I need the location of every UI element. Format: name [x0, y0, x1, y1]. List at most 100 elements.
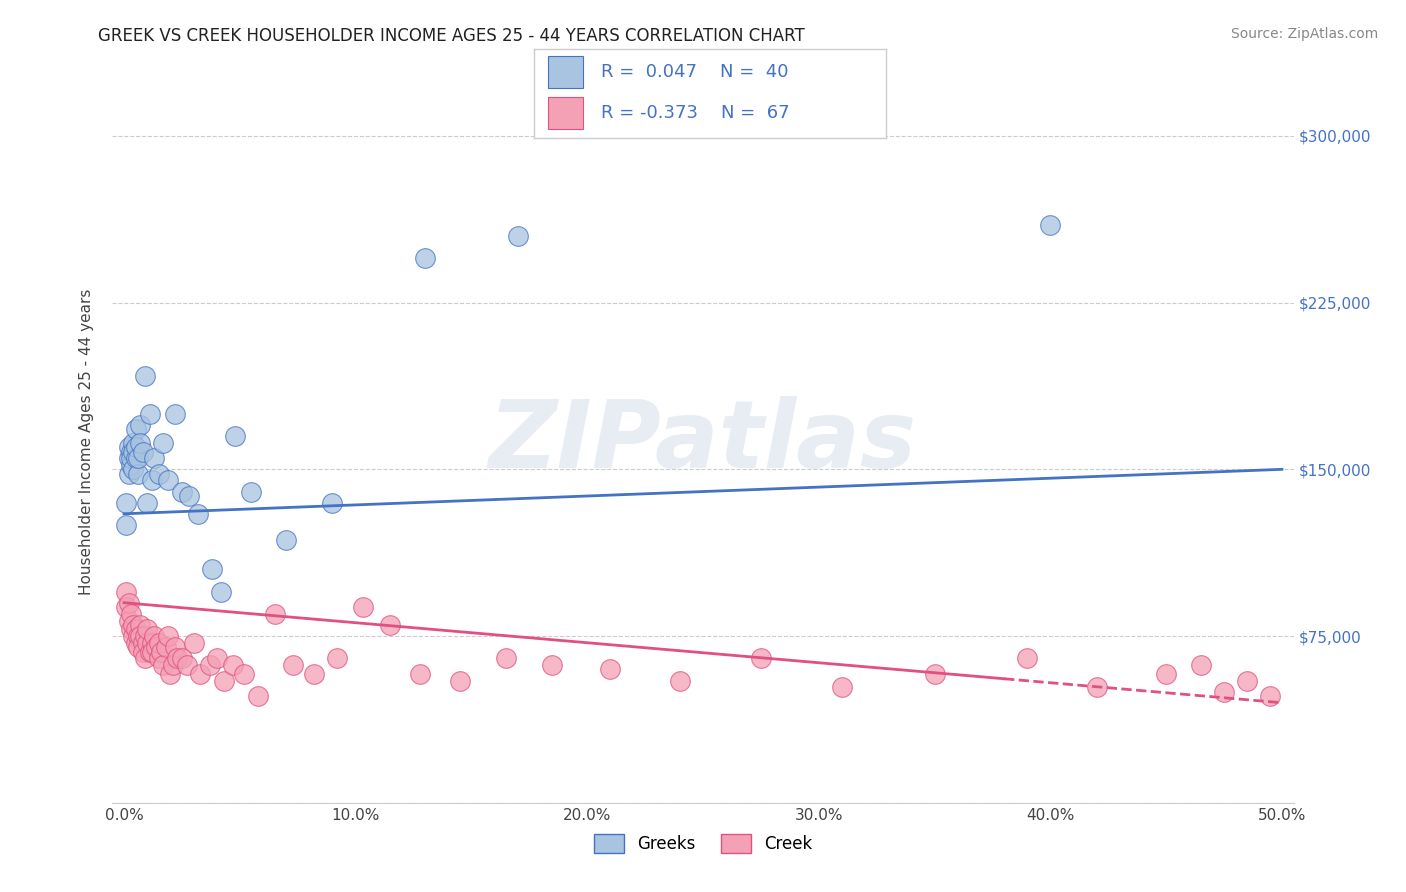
Point: [321, 496, 343, 510]
Point: [129, 435, 152, 450]
Point: [413, 251, 436, 265]
Point: [122, 629, 145, 643]
Point: [148, 651, 170, 665]
Point: [129, 618, 152, 632]
Point: [115, 517, 138, 532]
Point: [157, 474, 180, 488]
Point: [127, 640, 149, 655]
Point: [599, 662, 621, 676]
Point: [118, 440, 141, 454]
Point: [1017, 651, 1039, 665]
Point: [131, 636, 153, 650]
Point: [131, 645, 153, 659]
Point: [143, 451, 166, 466]
Point: [131, 444, 153, 458]
Text: R =  0.047    N =  40: R = 0.047 N = 40: [602, 63, 789, 81]
Point: [129, 629, 152, 643]
Point: [380, 618, 402, 632]
Legend: Greeks, Creek: Greeks, Creek: [588, 827, 818, 860]
Point: [122, 462, 145, 476]
Point: [749, 651, 772, 665]
Point: [155, 640, 177, 655]
Point: [150, 645, 173, 659]
Bar: [548, 97, 583, 129]
Point: [326, 651, 349, 665]
Point: [120, 444, 142, 458]
Point: [138, 407, 160, 421]
Point: [118, 596, 141, 610]
Point: [1213, 684, 1236, 698]
Point: [276, 533, 298, 548]
Point: [1260, 689, 1282, 703]
Point: [163, 407, 186, 421]
Text: GREEK VS CREEK HOUSEHOLDER INCOME AGES 25 - 44 YEARS CORRELATION CHART: GREEK VS CREEK HOUSEHOLDER INCOME AGES 2…: [98, 27, 806, 45]
Point: [152, 657, 174, 672]
Point: [449, 673, 471, 688]
Point: [120, 451, 142, 466]
Point: [145, 640, 167, 655]
Y-axis label: Householder Income Ages 25 - 44 years: Householder Income Ages 25 - 44 years: [79, 288, 94, 595]
Point: [136, 623, 159, 637]
Point: [127, 629, 149, 643]
Point: [138, 645, 160, 659]
Point: [120, 623, 142, 637]
Point: [1085, 680, 1108, 694]
Point: [263, 607, 285, 621]
Point: [136, 496, 159, 510]
Point: [157, 629, 180, 643]
Point: [240, 484, 263, 499]
Point: [1039, 218, 1062, 232]
Point: [163, 640, 186, 655]
Point: [136, 636, 159, 650]
Point: [148, 467, 170, 481]
Point: [1189, 657, 1212, 672]
Point: [120, 458, 142, 472]
Point: [124, 440, 146, 454]
Point: [831, 680, 853, 694]
Point: [127, 451, 149, 466]
Point: [122, 618, 145, 632]
Point: [152, 435, 174, 450]
Point: [233, 666, 256, 681]
Point: [198, 657, 221, 672]
Point: [224, 429, 246, 443]
Point: [115, 600, 138, 615]
Point: [187, 507, 209, 521]
Point: [141, 636, 163, 650]
Point: [162, 657, 184, 672]
Point: [212, 673, 235, 688]
Point: [302, 666, 325, 681]
Point: [124, 451, 146, 466]
Point: [118, 614, 141, 628]
Point: [159, 666, 181, 681]
Point: [134, 368, 156, 383]
Point: [541, 657, 564, 672]
Point: [170, 484, 193, 499]
Point: [127, 467, 149, 481]
Text: ZIPatlas: ZIPatlas: [489, 395, 917, 488]
Point: [134, 651, 156, 665]
Point: [247, 689, 270, 703]
Point: [205, 651, 228, 665]
Point: [183, 636, 205, 650]
Text: Source: ZipAtlas.com: Source: ZipAtlas.com: [1230, 27, 1378, 41]
Point: [134, 629, 156, 643]
Point: [115, 584, 138, 599]
Point: [177, 489, 200, 503]
Bar: [548, 56, 583, 88]
Point: [201, 562, 224, 576]
Point: [924, 666, 946, 681]
Point: [669, 673, 692, 688]
Text: R = -0.373    N =  67: R = -0.373 N = 67: [602, 104, 790, 122]
Point: [122, 435, 145, 450]
Point: [222, 657, 245, 672]
Point: [129, 417, 152, 432]
Point: [170, 651, 193, 665]
Point: [148, 636, 170, 650]
Point: [352, 600, 374, 615]
Point: [176, 657, 198, 672]
Point: [166, 651, 188, 665]
Point: [281, 657, 304, 672]
Point: [124, 636, 146, 650]
Point: [209, 584, 232, 599]
